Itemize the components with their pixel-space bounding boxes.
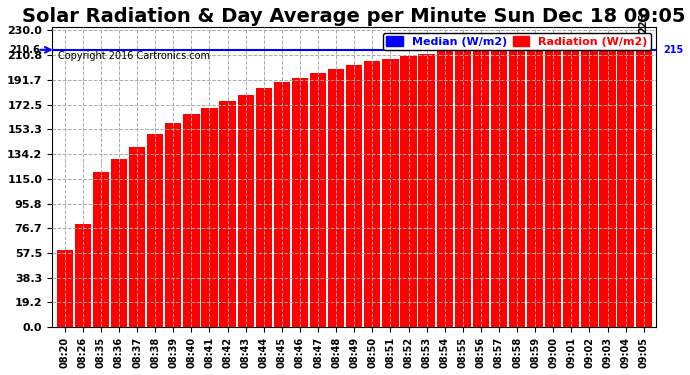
Bar (92, 172, 109, 327)
Bar (364, 62, 380, 327)
Bar (346, 65, 362, 327)
Text: Copyright 2016 Cartronics.com: Copyright 2016 Cartronics.com (58, 51, 210, 62)
Bar (129, 147, 145, 327)
Bar (328, 69, 344, 327)
Bar (563, 42, 580, 327)
Bar (491, 47, 507, 327)
Bar (400, 56, 417, 327)
Bar (527, 45, 543, 327)
Bar (292, 78, 308, 327)
Bar (455, 50, 471, 327)
Bar (581, 41, 598, 327)
Bar (111, 159, 127, 327)
Bar (274, 82, 290, 327)
Bar (473, 48, 489, 327)
Bar (184, 114, 199, 327)
Bar (57, 250, 73, 327)
Text: 225: 225 (639, 13, 649, 33)
Bar (255, 88, 272, 327)
Legend: Median (W/m2), Radiation (W/m2): Median (W/m2), Radiation (W/m2) (383, 33, 651, 51)
Text: 215: 215 (664, 45, 684, 55)
Bar (310, 73, 326, 327)
Bar (600, 39, 615, 327)
Bar (545, 44, 562, 327)
Bar (618, 38, 634, 327)
Bar (75, 224, 91, 327)
Bar (418, 54, 435, 327)
Bar (165, 123, 181, 327)
Bar (509, 46, 525, 327)
Bar (437, 51, 453, 327)
Bar (219, 101, 236, 327)
Bar (237, 95, 254, 327)
Bar (635, 37, 652, 327)
Bar (147, 134, 164, 327)
Text: 210.6: 210.6 (9, 45, 40, 55)
Bar (382, 59, 399, 327)
Title: Solar Radiation & Day Average per Minute Sun Dec 18 09:05: Solar Radiation & Day Average per Minute… (23, 7, 686, 26)
Bar (201, 108, 217, 327)
